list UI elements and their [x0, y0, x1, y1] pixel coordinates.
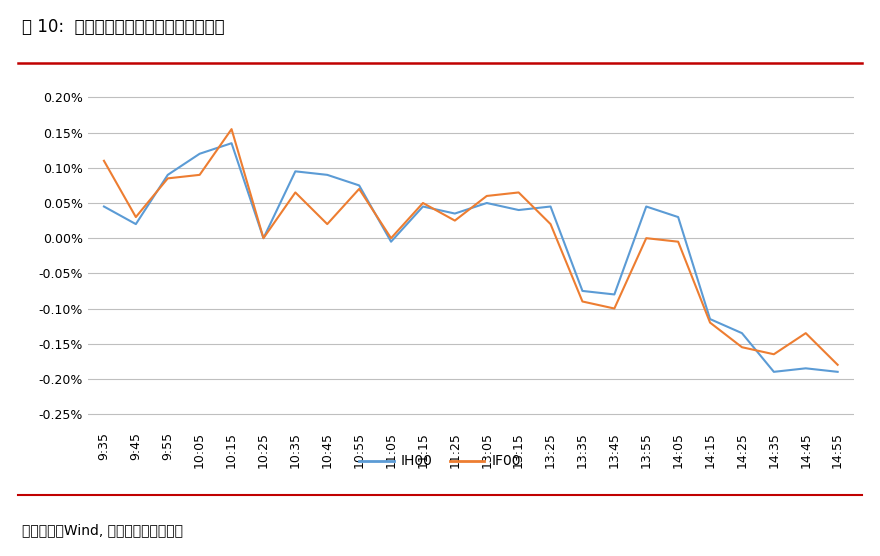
- IH00: [418, 203, 429, 210]
- Legend: IH00, IF00: IH00, IF00: [354, 449, 526, 474]
- IH00: [481, 200, 492, 206]
- IH00: [513, 207, 524, 214]
- IF00: [832, 361, 843, 368]
- IF00: [768, 351, 779, 358]
- IF00: [673, 239, 684, 245]
- IF00: [418, 200, 429, 206]
- Text: 图 10:  指数期货主力合约日内基差走势图: 图 10: 指数期货主力合约日内基差走势图: [22, 18, 224, 36]
- IH00: [832, 369, 843, 375]
- IF00: [737, 344, 747, 350]
- IH00: [450, 210, 460, 217]
- IH00: [163, 171, 173, 178]
- IH00: [258, 235, 268, 241]
- IH00: [546, 203, 556, 210]
- Text: 资料来源：Wind, 华宝证券研究创新部: 资料来源：Wind, 华宝证券研究创新部: [22, 524, 183, 538]
- IH00: [99, 203, 109, 210]
- IH00: [290, 168, 301, 175]
- IH00: [385, 239, 396, 245]
- IH00: [609, 291, 620, 298]
- IH00: [641, 203, 651, 210]
- IF00: [130, 214, 141, 220]
- IF00: [385, 235, 396, 241]
- IH00: [737, 330, 747, 336]
- IF00: [450, 217, 460, 224]
- IH00: [130, 221, 141, 227]
- IF00: [609, 305, 620, 312]
- Line: IH00: IH00: [104, 143, 838, 372]
- IH00: [577, 287, 588, 294]
- IF00: [513, 189, 524, 196]
- IH00: [705, 316, 715, 322]
- IF00: [99, 157, 109, 164]
- Line: IF00: IF00: [104, 129, 838, 365]
- IH00: [354, 182, 364, 188]
- IH00: [801, 365, 811, 371]
- IF00: [226, 126, 237, 132]
- IF00: [481, 192, 492, 199]
- IF00: [577, 298, 588, 305]
- IF00: [546, 221, 556, 227]
- IF00: [258, 235, 268, 241]
- IF00: [322, 221, 333, 227]
- IH00: [322, 171, 333, 178]
- IF00: [705, 319, 715, 326]
- IF00: [194, 171, 205, 178]
- IH00: [226, 140, 237, 147]
- IF00: [354, 186, 364, 192]
- IF00: [641, 235, 651, 241]
- IF00: [163, 175, 173, 182]
- IH00: [768, 369, 779, 375]
- IF00: [290, 189, 301, 196]
- IF00: [801, 330, 811, 336]
- IH00: [194, 151, 205, 157]
- IH00: [673, 214, 684, 220]
